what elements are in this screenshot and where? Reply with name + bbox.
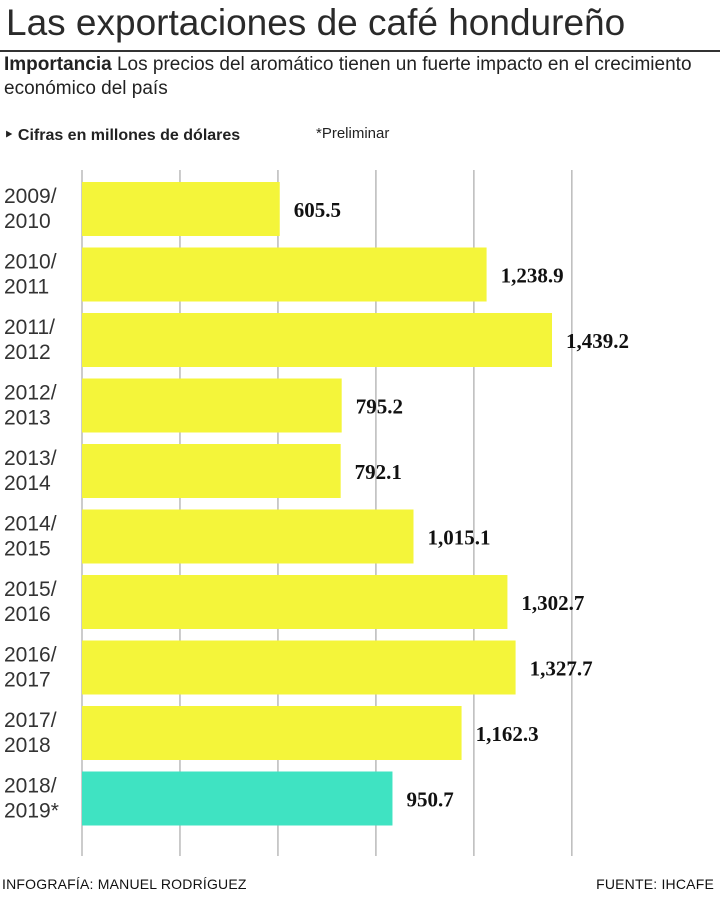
subtitle-lead: Importancia [4,54,112,75]
chart-title: Las exportaciones de café hondureño [6,2,626,43]
subtitle-text: Los precios del aromático tienen un fuer… [4,54,692,99]
value-label: 1,439.2 [566,329,629,353]
bar [82,313,552,367]
preliminary-note: *Preliminar [316,125,390,142]
bar [82,247,487,302]
category-label: 2013/2014 [4,447,57,495]
category-label: 2018/2019* [4,775,59,823]
category-label: 2009/2010 [4,185,57,233]
value-label: 1,162.3 [476,722,539,746]
value-label: 950.7 [406,788,453,812]
bar [82,182,280,236]
value-label: 605.5 [294,198,341,222]
value-label: 1,327.7 [530,657,593,681]
bar [82,509,414,564]
bar [82,444,341,498]
category-label: 2015/2016 [4,578,57,626]
bar [82,378,342,433]
bar [82,706,462,760]
category-label: 2017/2018 [4,709,57,757]
chart-subtitle: Importancia Los precios del aromático ti… [4,53,704,101]
title-divider [0,50,720,52]
value-label: 795.2 [356,395,403,419]
bar [82,771,393,826]
category-label: 2016/2017 [4,644,57,692]
category-label: 2012/2013 [4,382,57,430]
bar [82,575,508,629]
source-text: FUENTE: IHCAFE [596,876,714,892]
value-label: 1,015.1 [428,526,491,550]
value-label: 1,302.7 [521,591,584,615]
value-label: 1,238.9 [501,264,564,288]
bar [82,640,516,695]
credit-text: INFOGRAFÍA: MANUEL RODRÍGUEZ [2,876,247,892]
category-label: 2014/2015 [4,513,57,561]
value-label: 792.1 [355,460,402,484]
units-note: ‣ Cifras en millones de dólares [4,127,241,144]
category-label: 2010/2011 [4,251,57,299]
bar-chart: 2009/2010 605.5 2010/2011 1,238.9 2011/2012 1… [4,170,629,856]
category-label: 2011/2012 [4,316,55,364]
